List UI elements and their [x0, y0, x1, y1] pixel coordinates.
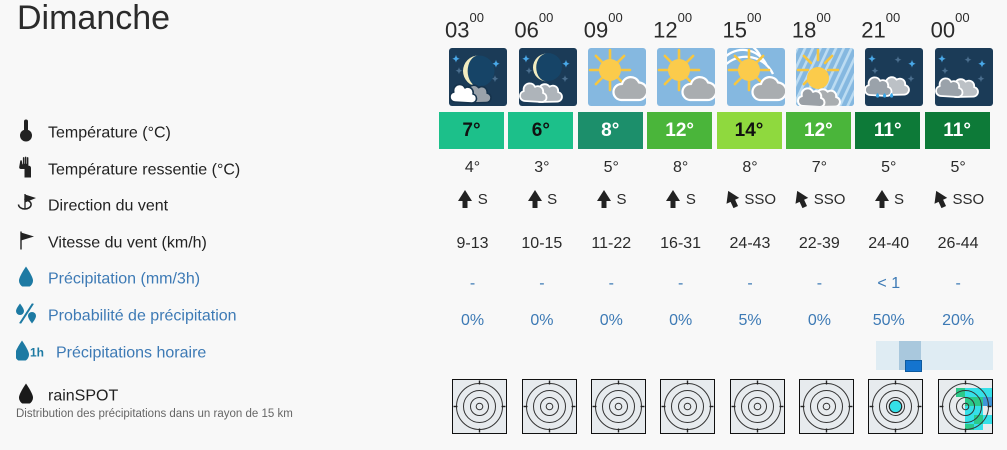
svg-text:1h: 1h — [30, 346, 44, 360]
